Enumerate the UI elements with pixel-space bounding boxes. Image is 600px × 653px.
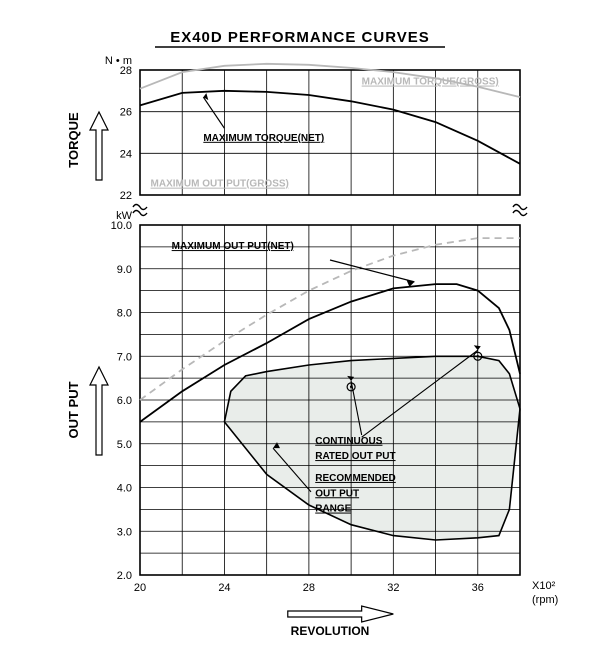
torque-unit: N • m: [105, 55, 132, 67]
x-tick: 24: [218, 582, 230, 594]
x-unit-2: (rpm): [532, 594, 558, 606]
output-ytick: 5.0: [117, 439, 132, 451]
x-unit-1: X10²: [532, 580, 556, 592]
output-ytick: 7.0: [117, 351, 132, 363]
torque-ylabel: TORQUE: [66, 112, 81, 168]
recommended-range-area: [224, 356, 520, 540]
output-gross-label: MAXIMUM OUT PUT(GROSS): [151, 179, 289, 190]
torque-ytick: 26: [120, 107, 132, 119]
marker-arrow-head: [474, 345, 481, 350]
output-up-arrow-icon: [90, 367, 108, 455]
x-tick: 20: [134, 582, 146, 594]
marker-dot: [477, 355, 479, 357]
output-panel: 2.03.04.05.06.07.08.09.010.0kWMAXIMUM OU…: [111, 210, 520, 582]
range-label-1: RECOMMENDED: [315, 473, 396, 484]
torque-net-arrow-line: [203, 97, 224, 128]
x-tick: 32: [387, 582, 399, 594]
output-ytick: 8.0: [117, 308, 132, 320]
x-tick: 36: [472, 582, 484, 594]
x-label: REVOLUTION: [291, 624, 370, 638]
range-label-2: OUT PUT: [315, 488, 359, 499]
range-label-3: RANGE: [315, 504, 351, 515]
output-ytick: 9.0: [117, 264, 132, 276]
output-ytick: 2.0: [117, 570, 132, 582]
torque-net-curve: [140, 91, 520, 164]
output-ylabel: OUT PUT: [66, 381, 81, 438]
output-net-label: MAXIMUM OUT PUT(NET): [172, 241, 294, 252]
output-ytick: 3.0: [117, 526, 132, 538]
continuous-label-2: RATED OUT PUT: [315, 451, 395, 462]
chart-title: EX40D PERFORMANCE CURVES: [170, 29, 430, 46]
x-right-arrow-icon: [288, 606, 394, 622]
torque-net-label: MAXIMUM TORQUE(NET): [203, 133, 324, 144]
output-unit: kW: [116, 210, 133, 222]
continuous-label-1: CONTINUOUS: [315, 436, 383, 447]
x-tick: 28: [303, 582, 315, 594]
output-ytick: 6.0: [117, 395, 132, 407]
torque-ytick: 22: [120, 190, 132, 202]
torque-ytick: 24: [120, 148, 132, 160]
torque-gross-label: MAXIMUM TORQUE(GROSS): [362, 77, 499, 88]
output-ytick: 4.0: [117, 483, 132, 495]
torque-up-arrow-icon: [90, 112, 108, 180]
torque-panel: 22242628N • mMAXIMUM TORQUE(GROSS)MAXIMU…: [105, 55, 520, 202]
